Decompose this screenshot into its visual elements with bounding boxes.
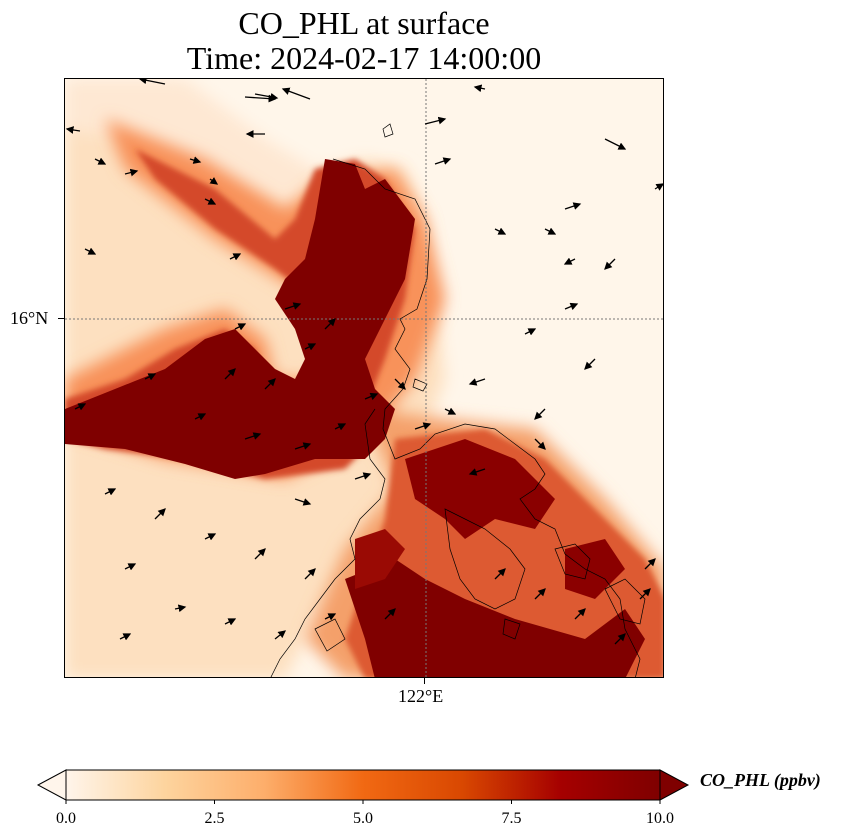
map-title-line-2: Time: 2024-02-17 14:00:00 — [186, 40, 542, 76]
wind-arrow — [473, 84, 486, 93]
wind-arrow — [234, 323, 247, 331]
wind-arrow — [563, 257, 576, 265]
lat-tick-label: 16°N — [10, 308, 49, 328]
lon-tick-label: 122°E — [398, 686, 444, 706]
wind-arrow — [424, 116, 447, 125]
wind-arrow — [604, 258, 616, 270]
wind-arrow — [434, 157, 452, 165]
wind-arrow — [274, 630, 287, 640]
wind-arrow — [254, 548, 266, 560]
wind-arrow — [324, 318, 336, 330]
lat-tick-mark — [58, 318, 64, 319]
wind-arrow — [284, 302, 302, 310]
wind-arrow — [174, 604, 187, 613]
wind-arrow — [264, 378, 276, 390]
wind-arrow — [364, 392, 379, 401]
wind-arrow — [224, 368, 236, 380]
wind-arrow — [104, 488, 117, 496]
wind-arrow — [204, 533, 217, 541]
wind-arrow — [254, 93, 279, 101]
colorbar-tick-label: 5.0 — [353, 810, 373, 827]
wind-arrow — [564, 302, 579, 311]
wind-arrow — [209, 177, 219, 185]
wind-arrow — [524, 328, 537, 336]
wind-arrow — [84, 247, 97, 255]
map-title-line-1: CO_PHL at surface — [238, 5, 490, 41]
colorbar-tick-label: 10.0 — [646, 810, 674, 827]
wind-arrow — [119, 633, 132, 641]
plume-core — [65, 159, 645, 677]
colorbar-extend-max — [659, 769, 690, 801]
wind-arrow — [564, 202, 582, 210]
wind-arrow — [468, 378, 486, 386]
wind-arrow — [384, 608, 396, 620]
wind-arrow — [244, 432, 262, 440]
wind-arrow — [644, 558, 656, 570]
wind-arrow — [189, 156, 202, 164]
lon-tick-mark — [424, 678, 425, 684]
wind-arrow — [229, 253, 242, 261]
wind-arrow — [494, 227, 507, 235]
wind-arrow — [304, 568, 316, 580]
colorbar — [36, 769, 690, 804]
colorbar-tick-label: 0.0 — [56, 810, 76, 827]
wind-arrow — [224, 618, 237, 626]
coastline — [270, 123, 646, 677]
wind-arrow — [154, 508, 166, 520]
wind-arrow — [194, 413, 207, 421]
wind-arrow — [324, 613, 337, 621]
map-panel[interactable] — [64, 78, 664, 678]
wind-arrow — [468, 468, 486, 476]
wind-arrow — [124, 168, 139, 177]
wind-arrow — [74, 403, 87, 411]
wind-arrow — [138, 79, 166, 85]
colorbar-gradient — [65, 769, 661, 801]
wind-arrow — [534, 438, 546, 450]
wind-arrow — [294, 498, 312, 506]
wind-arrow — [614, 633, 626, 645]
wind-arrow — [654, 183, 663, 191]
wind-arrow — [304, 343, 317, 351]
colorbar-extend-min — [36, 769, 67, 801]
wind-arrow — [281, 87, 311, 100]
wind-arrow — [94, 157, 107, 165]
wind-arrow — [544, 227, 557, 235]
wind-arrow — [354, 472, 372, 480]
wind-vectors — [65, 79, 663, 645]
wind-arrow — [534, 408, 546, 420]
wind-arrow — [444, 407, 457, 415]
concentration-map — [65, 79, 663, 677]
wind-arrow — [294, 442, 312, 450]
wind-arrow — [494, 568, 506, 580]
colorbar-title: CO_PHL (ppbv) — [700, 770, 821, 790]
wind-arrow — [394, 378, 406, 390]
wind-arrow — [639, 588, 651, 600]
wind-arrow — [414, 422, 432, 430]
wind-arrow — [124, 563, 137, 571]
wind-arrow — [584, 358, 596, 370]
wind-arrow — [334, 423, 347, 431]
wind-arrow — [534, 588, 546, 600]
colorbar-tick-label: 2.5 — [204, 810, 225, 827]
wind-arrow — [204, 197, 217, 205]
colorbar-tick-label: 7.5 — [501, 810, 522, 827]
wind-arrow — [65, 126, 81, 134]
wind-arrow — [144, 373, 157, 381]
wind-arrow — [574, 608, 586, 620]
wind-arrow — [604, 138, 627, 150]
